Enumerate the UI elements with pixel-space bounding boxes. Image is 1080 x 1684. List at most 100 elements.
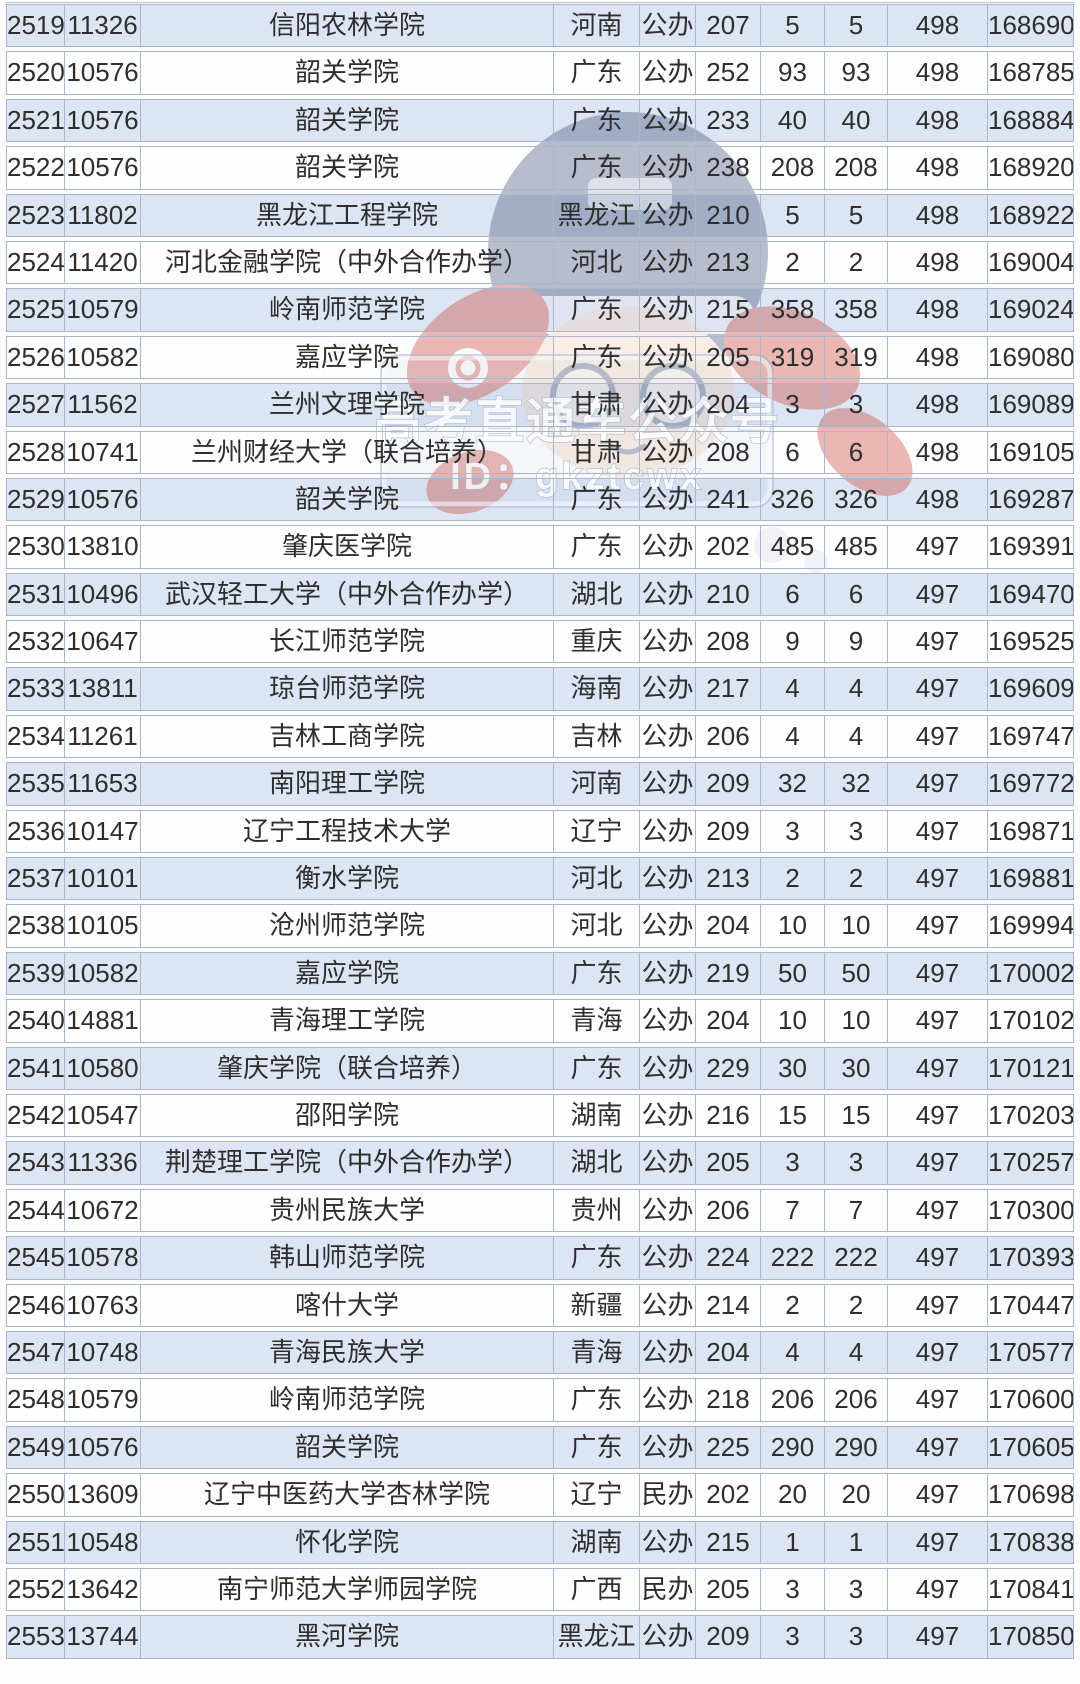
- cell-code: 11420: [65, 240, 141, 285]
- cell-num3: 5: [825, 4, 888, 48]
- cell-school: 怀化学院: [141, 1520, 554, 1564]
- cell-num2: 2: [761, 857, 825, 901]
- cell-type: 公办: [640, 1093, 696, 1138]
- cell-province: 辽宁: [554, 1473, 640, 1517]
- cell-score: 498: [888, 4, 988, 48]
- table-row: 2523 11802 黑龙江工程学院 黑龙江 公办 210 5 5 498 168922: [6, 193, 1074, 237]
- cell-num2: 206: [761, 1378, 825, 1422]
- cell-type: 公办: [640, 620, 696, 664]
- cell-rank: 2528: [6, 430, 65, 474]
- cell-num1: 213: [696, 857, 761, 901]
- cell-code: 13642: [65, 1567, 141, 1612]
- cell-rank: 2548: [6, 1378, 65, 1422]
- cell-rank: 2539: [6, 951, 65, 996]
- row-stripe: [6, 762, 1074, 806]
- cell-code: 10576: [65, 146, 141, 190]
- cell-score: 497: [888, 999, 988, 1043]
- cell-province: 河南: [554, 762, 640, 806]
- cell-code: 10579: [65, 288, 141, 332]
- cell-province: 青海: [554, 1330, 640, 1375]
- cell-num3: 3: [825, 1615, 888, 1659]
- cell-position: 170102: [988, 999, 1074, 1043]
- cell-type: 民办: [640, 1473, 696, 1517]
- row-stripe: [6, 240, 1074, 285]
- cell-type: 公办: [640, 98, 696, 143]
- cell-type: 公办: [640, 1378, 696, 1422]
- table-row: 2526 10582 嘉应学院 广东 公办 205 319 319 498 169080: [6, 335, 1074, 380]
- cell-code: 10748: [65, 1330, 141, 1375]
- row-stripe: [6, 1141, 1074, 1185]
- cell-score: 497: [888, 572, 988, 617]
- row-stripe: [6, 1236, 1074, 1280]
- cell-type: 公办: [640, 714, 696, 759]
- cell-type: 公办: [640, 4, 696, 48]
- cell-num2: 319: [761, 335, 825, 380]
- cell-rank: 2522: [6, 146, 65, 190]
- cell-province: 辽宁: [554, 809, 640, 854]
- cell-code: 10576: [65, 477, 141, 522]
- cell-num3: 20: [825, 1473, 888, 1517]
- cell-province: 海南: [554, 667, 640, 711]
- cell-position: 169525: [988, 620, 1074, 664]
- cell-num2: 3: [761, 1567, 825, 1612]
- cell-school: 黑河学院: [141, 1615, 554, 1659]
- cell-score: 497: [888, 1378, 988, 1422]
- cell-type: 公办: [640, 951, 696, 996]
- cell-position: 169080: [988, 335, 1074, 380]
- cell-code: 10105: [65, 904, 141, 948]
- cell-num3: 290: [825, 1425, 888, 1470]
- table-row: 2546 10763 喀什大学 新疆 公办 214 2 2 497 170447: [6, 1283, 1074, 1327]
- cell-school: 武汉轻工大学（中外合作办学）: [141, 572, 554, 617]
- cell-type: 公办: [640, 430, 696, 474]
- cell-score: 498: [888, 146, 988, 190]
- cell-num1: 202: [696, 1473, 761, 1517]
- cell-school: 辽宁中医药大学杏林学院: [141, 1473, 554, 1517]
- cell-code: 11653: [65, 762, 141, 806]
- cell-num2: 3: [761, 383, 825, 427]
- cell-num1: 204: [696, 904, 761, 948]
- row-stripe: [6, 4, 1074, 48]
- cell-score: 498: [888, 383, 988, 427]
- cell-rank: 2531: [6, 572, 65, 617]
- cell-province: 广东: [554, 1425, 640, 1470]
- cell-position: 168884: [988, 98, 1074, 143]
- cell-num1: 252: [696, 51, 761, 95]
- cell-school: 嘉应学院: [141, 335, 554, 380]
- cell-num1: 205: [696, 1141, 761, 1185]
- table-row: 2539 10582 嘉应学院 广东 公办 219 50 50 497 170002: [6, 951, 1074, 996]
- cell-type: 公办: [640, 335, 696, 380]
- cell-position: 170841: [988, 1567, 1074, 1612]
- table-row: 2524 11420 河北金融学院（中外合作办学） 河北 公办 213 2 2 498 16900…: [6, 240, 1074, 285]
- cell-rank: 2543: [6, 1141, 65, 1185]
- cell-province: 广东: [554, 951, 640, 996]
- cell-score: 498: [888, 430, 988, 474]
- cell-num3: 2: [825, 1283, 888, 1327]
- cell-position: 169004: [988, 240, 1074, 285]
- cell-school: 荆楚理工学院（中外合作办学）: [141, 1141, 554, 1185]
- cell-position: 170600: [988, 1378, 1074, 1422]
- cell-school: 嘉应学院: [141, 951, 554, 996]
- cell-num2: 6: [761, 572, 825, 617]
- cell-province: 广东: [554, 288, 640, 332]
- cell-rank: 2523: [6, 193, 65, 237]
- cell-school: 韶关学院: [141, 477, 554, 522]
- cell-num2: 50: [761, 951, 825, 996]
- cell-school: 韶关学院: [141, 98, 554, 143]
- cell-rank: 2529: [6, 477, 65, 522]
- cell-num3: 4: [825, 714, 888, 759]
- cell-rank: 2536: [6, 809, 65, 854]
- cell-num2: 3: [761, 1615, 825, 1659]
- cell-rank: 2545: [6, 1236, 65, 1280]
- cell-type: 公办: [640, 1283, 696, 1327]
- cell-num1: 209: [696, 762, 761, 806]
- cell-province: 甘肃: [554, 383, 640, 427]
- cell-score: 497: [888, 1283, 988, 1327]
- cell-rank: 2520: [6, 51, 65, 95]
- cell-rank: 2541: [6, 1046, 65, 1090]
- cell-province: 广东: [554, 51, 640, 95]
- cell-code: 10672: [65, 1188, 141, 1233]
- row-stripe: [6, 951, 1074, 996]
- cell-rank: 2524: [6, 240, 65, 285]
- cell-school: 韶关学院: [141, 146, 554, 190]
- cell-type: 公办: [640, 999, 696, 1043]
